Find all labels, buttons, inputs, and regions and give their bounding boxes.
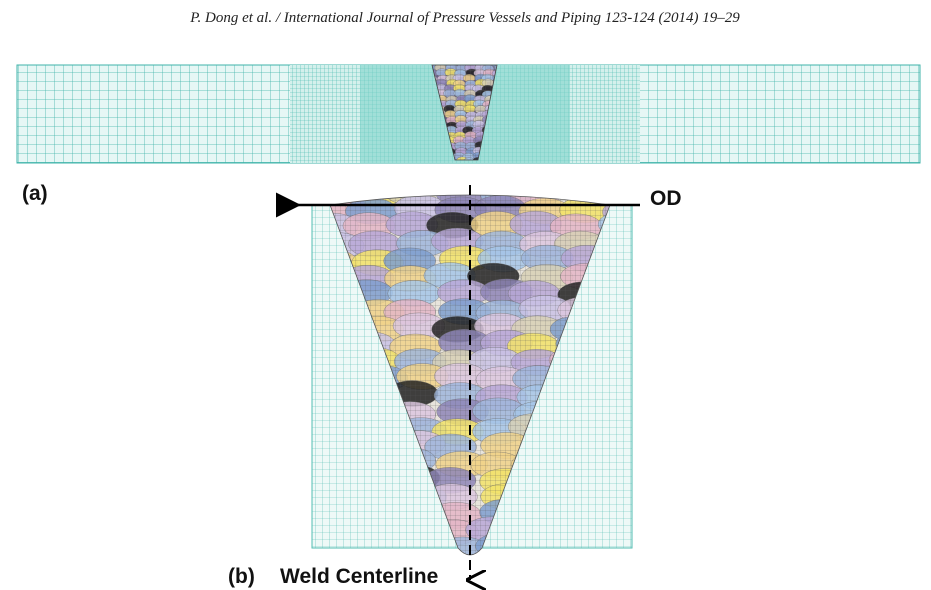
weld-bead	[314, 179, 366, 205]
panel-b-mesh	[300, 179, 657, 563]
panel-b-label: (b)	[228, 565, 255, 588]
od-label: OD	[650, 187, 682, 210]
panel-a-label: (a)	[22, 182, 48, 205]
centerline-label: Weld Centerline	[280, 565, 438, 588]
figure: P. Dong et al. / International Journal o…	[0, 0, 931, 590]
panel-a-mesh	[17, 58, 920, 166]
weld-bead	[594, 179, 646, 205]
citation: P. Dong et al. / International Journal o…	[189, 10, 740, 26]
